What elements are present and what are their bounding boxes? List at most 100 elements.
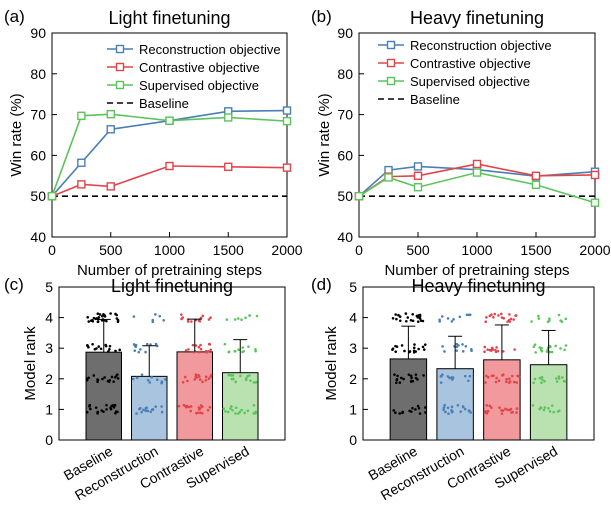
rank-dot [109, 407, 113, 411]
panel-b-win-rate-heavy: (b) Heavy finetuning Win rate (%) 40 50 60 70 8… [311, 7, 611, 279]
panel-label: (c) [4, 275, 24, 294]
rank-dot [564, 344, 568, 347]
rank-dot [198, 378, 202, 381]
rank-dot [543, 379, 546, 383]
rank-dot [92, 374, 96, 377]
panel-label: (a) [4, 7, 25, 26]
rank-dot [225, 318, 229, 321]
rank-dot [401, 411, 404, 415]
rank-dot [201, 314, 205, 318]
rank-dot [446, 406, 450, 410]
rank-dot [244, 316, 247, 320]
rank-dot [240, 408, 243, 412]
rank-dot [252, 404, 256, 407]
rank-dot [463, 407, 467, 411]
rank-dot [507, 377, 511, 381]
rank-dot [155, 344, 159, 348]
rank-dot [154, 313, 157, 316]
rank-dot [200, 405, 204, 408]
rank-dot [439, 381, 443, 384]
y-tick-label: 0 [45, 432, 53, 448]
rank-dot [132, 315, 136, 318]
rank-dot [234, 412, 237, 415]
rank-dot [135, 376, 139, 380]
rank-dot [467, 409, 471, 413]
rank-dot [91, 343, 94, 346]
rank-dot [442, 408, 445, 411]
data-point-supervised [472, 168, 482, 177]
rank-dot [512, 380, 516, 384]
rank-dot [201, 380, 204, 384]
rank-dot [204, 378, 208, 382]
bar-supervised [529, 364, 568, 441]
rank-dot [146, 378, 150, 382]
rank-dot [94, 406, 98, 409]
rank-dot [246, 409, 250, 413]
y-tick-label: 3 [349, 340, 357, 356]
x-tick-label: 2000 [579, 242, 610, 258]
rank-dot [490, 313, 493, 316]
rank-dot [484, 381, 487, 384]
rank-dot [422, 348, 426, 351]
y-tick-label: 50 [30, 188, 46, 204]
x-tick-label: 1500 [520, 242, 551, 258]
rank-dot [248, 314, 251, 317]
rank-dot [510, 411, 513, 414]
rank-dot [548, 410, 552, 413]
rank-dot [134, 343, 138, 347]
rank-dot [204, 375, 208, 379]
rank-dot [497, 314, 500, 317]
rank-dot [467, 313, 471, 317]
y-tick-label: 40 [337, 229, 353, 245]
bar-contrastive [483, 359, 521, 441]
rank-dot [135, 412, 138, 415]
rank-dot [533, 377, 537, 381]
rank-dot [538, 407, 541, 411]
rank-dot [148, 381, 152, 384]
rank-dot [455, 345, 459, 349]
rank-dot [223, 342, 227, 346]
rank-dot [207, 377, 211, 381]
rank-dot [530, 320, 533, 323]
rank-dot [500, 412, 504, 415]
y-tick-label: 2 [45, 371, 53, 387]
rank-dot [547, 407, 550, 410]
rank-dot [508, 380, 512, 383]
legend-entry: Supervised objective [410, 74, 530, 89]
data-point-contrastive [165, 161, 174, 171]
rank-dot [409, 374, 413, 378]
rank-dot [222, 407, 226, 411]
rank-dot [421, 345, 425, 349]
rank-dot [559, 347, 562, 350]
rank-dot [419, 319, 423, 322]
rank-dot [450, 320, 454, 323]
rank-dot [409, 410, 413, 413]
data-point-reconstruction [77, 158, 86, 167]
rank-dot [558, 409, 561, 412]
rank-dot [485, 404, 489, 407]
rank-dot [183, 375, 187, 379]
rank-dot [467, 379, 470, 383]
y-tick-label: 70 [30, 107, 46, 123]
rank-dot [417, 347, 420, 351]
rank-dot [440, 315, 444, 318]
rank-dot [418, 317, 422, 320]
rank-dot [107, 350, 110, 353]
rank-dot [186, 320, 190, 323]
legend-entry: Reconstruction objective [139, 42, 281, 57]
rank-dot [239, 374, 242, 378]
data-point-supervised [165, 116, 174, 125]
rank-dot [545, 350, 549, 353]
rank-dot [486, 348, 489, 351]
rank-dot [398, 381, 402, 384]
rank-dot [393, 373, 396, 376]
rank-dot [486, 375, 490, 379]
rank-dot [470, 349, 473, 353]
rank-dot [394, 344, 397, 348]
legend-entry: Contrastive objective [410, 56, 531, 71]
rank-dot [233, 349, 237, 353]
rank-dot [550, 350, 554, 354]
rank-dot [541, 378, 544, 381]
rank-dot [241, 350, 244, 354]
